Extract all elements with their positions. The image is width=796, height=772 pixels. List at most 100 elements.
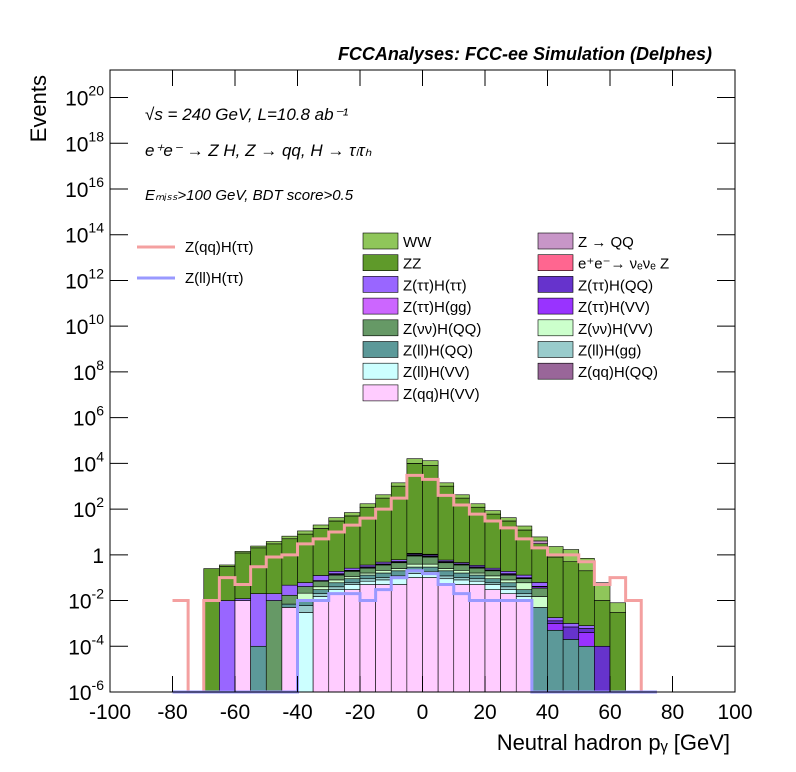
x-tick-label: 0 <box>417 701 429 724</box>
histogram-segment <box>281 594 298 605</box>
legend-label: Z(ll)H(ττ) <box>185 270 244 287</box>
histogram-segment <box>453 572 470 578</box>
histogram-segment <box>515 525 533 531</box>
histogram-segment <box>406 463 423 554</box>
y-tick-label: 1012 <box>65 265 104 293</box>
histogram-segment <box>359 506 376 566</box>
histogram-segment <box>312 524 330 529</box>
histogram-segment <box>281 607 298 693</box>
histogram-segment <box>359 572 376 576</box>
histogram-segment <box>328 520 345 572</box>
histogram-segment <box>312 586 330 590</box>
histogram-segment <box>406 577 423 693</box>
y-tick-label: 102 <box>73 494 104 522</box>
histogram-segment <box>312 580 330 588</box>
histogram-segment <box>547 556 564 618</box>
histogram-segment <box>453 564 470 571</box>
histogram-segment <box>265 593 283 601</box>
histogram-segment <box>344 571 361 578</box>
legend-swatch <box>362 341 399 358</box>
x-axis-label: Neutral hadron pᵧ [GeV] <box>497 730 730 755</box>
x-tick-label: 60 <box>598 701 621 724</box>
histogram-segment <box>250 547 267 594</box>
histogram-segment <box>328 574 345 581</box>
histogram-segment <box>578 570 595 626</box>
histogram-segment <box>531 607 548 693</box>
histogram-segment <box>500 593 517 693</box>
histogram-segment <box>359 580 376 585</box>
annotation: Eₘᵢₛₛ>100 GeV, BDT score>0.5 <box>145 187 354 204</box>
histogram-segment <box>453 494 470 499</box>
legend-label: Z(ττ)H(ττ) <box>403 277 467 294</box>
x-tick-label: 100 <box>717 701 752 724</box>
histogram-segment <box>390 482 408 487</box>
histogram-segment <box>375 577 392 581</box>
legend-swatch <box>537 297 574 315</box>
histogram-segment <box>484 578 501 584</box>
histogram-segment <box>328 517 345 522</box>
histogram-segment <box>375 570 392 574</box>
histogram-segment <box>547 629 564 693</box>
histogram-segment <box>281 584 298 596</box>
histogram-segment <box>312 528 330 576</box>
legend-swatch <box>537 319 574 337</box>
histogram-segment <box>437 482 455 487</box>
histogram-segment <box>406 555 423 565</box>
histogram-segment <box>375 564 392 571</box>
histogram-segment <box>234 551 251 554</box>
histogram-segment <box>531 540 548 545</box>
y-axis-label: Events <box>26 75 51 142</box>
histogram-segment <box>515 589 533 594</box>
legend-swatch <box>362 232 399 250</box>
histogram-segment <box>265 541 283 545</box>
legend-label: Z(qq)H(QQ) <box>578 364 658 381</box>
histogram-segment <box>469 503 486 508</box>
histogram-segment <box>375 572 392 578</box>
histogram-segment <box>515 529 533 576</box>
histogram-segment <box>437 575 455 580</box>
histogram-segment <box>406 458 423 464</box>
histogram-segment <box>594 600 611 647</box>
histogram-segment <box>297 612 314 693</box>
histogram-segment <box>469 580 486 585</box>
histogram-segment <box>578 632 595 647</box>
histogram-segment <box>562 623 580 628</box>
histogram-segment <box>328 593 345 693</box>
histogram-segment <box>265 600 283 693</box>
histogram-segment <box>250 545 267 549</box>
histogram-segment <box>609 612 626 693</box>
histogram-segment <box>594 582 611 601</box>
histogram-segment <box>328 571 345 574</box>
histogram-segment <box>297 592 314 600</box>
x-tick-label: 80 <box>661 701 684 724</box>
histogram-segment <box>359 567 376 574</box>
histogram-segment <box>547 623 564 631</box>
histogram-segment <box>312 575 330 581</box>
histogram-segment <box>422 460 439 466</box>
legend-label: Z → QQ <box>578 234 634 251</box>
y-tick-label: 104 <box>73 448 104 476</box>
histogram-segment <box>469 572 486 576</box>
histogram-segment <box>328 582 345 588</box>
histogram-segment <box>375 579 392 585</box>
histogram-segment <box>500 586 517 590</box>
histogram-segment <box>344 589 361 693</box>
histogram-segment <box>219 566 236 601</box>
histogram-segment <box>250 593 267 647</box>
plot-area <box>203 458 626 693</box>
histogram-segment <box>547 617 564 622</box>
legend-label: Z(νν)H(QQ) <box>403 321 481 338</box>
legend-swatch <box>537 254 574 271</box>
legend-swatch <box>362 362 399 380</box>
legend-label: Z(ll)H(QQ) <box>403 343 473 360</box>
histogram-segment <box>453 579 470 585</box>
annotation: e⁺e⁻ → Z H, Z → qq, H → τₗτₕ <box>145 141 372 160</box>
histogram-segment <box>484 589 501 693</box>
legend-swatch <box>537 232 574 250</box>
x-tick-label: -60 <box>220 701 250 724</box>
legend-label: Z(ll)H(gg) <box>578 343 641 360</box>
histogram-segment <box>422 577 439 693</box>
histogram-segment <box>515 593 533 597</box>
histogram-segment <box>281 538 298 586</box>
histogram-segment <box>437 562 455 569</box>
